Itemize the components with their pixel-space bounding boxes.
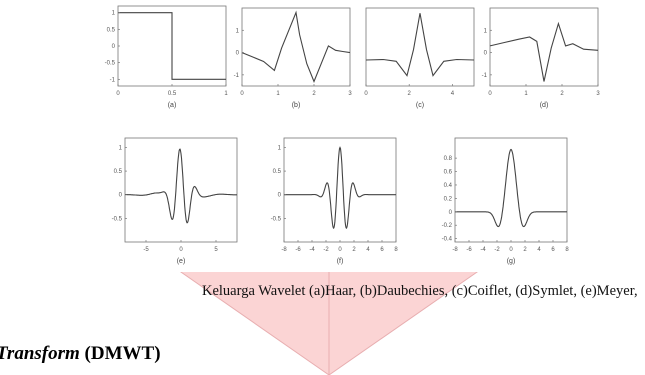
- x-tick-label-3-2: 4: [451, 91, 455, 97]
- subplot-label-5: (e): [177, 258, 186, 265]
- y-tick-label-4-2: -1: [482, 73, 488, 79]
- x-tick-label-7-5: 2: [523, 247, 527, 253]
- y-tick-label-2-2: -1: [234, 73, 240, 79]
- x-tick-label-3-0: 0: [364, 91, 368, 97]
- x-tick-label-4-0: 0: [488, 91, 492, 97]
- y-tick-label-7-5: -0.2: [442, 223, 453, 229]
- x-tick-label-6-4: 0: [338, 247, 342, 253]
- x-tick-label-6-6: 4: [366, 247, 370, 253]
- subplot-label-6: (f): [337, 258, 344, 265]
- y-tick-label-7-2: 0.4: [444, 183, 453, 189]
- plot-frame-2: [241, 7, 351, 87]
- x-tick-label-7-4: 0: [509, 247, 513, 253]
- plot-frame-3: [365, 7, 475, 87]
- x-tick-label-7-6: 4: [537, 247, 541, 253]
- x-tick-label-5-2: 5: [214, 247, 218, 253]
- x-tick-label-1-0: 0: [116, 91, 120, 97]
- y-tick-label-7-3: 0.2: [444, 196, 453, 202]
- wavelet-figure: 0 0.5 1 1 0.5 0 -0.5 -1 (a) 0 1 2 3 1 0 -1 (b) 0 2 4 (c) 0 1 2 3…: [92, 0, 605, 272]
- y-tick-label-1-2: 0: [112, 44, 116, 50]
- x-tick-label-6-8: 8: [394, 247, 398, 253]
- wavelet-plots: 0 0.5 1 1 0.5 0 -0.5 -1 (a) 0 1 2 3 1 0 -1 (b) 0 2 4 (c) 0 1 2 3…: [105, 5, 600, 265]
- y-tick-label-6-2: 0: [278, 193, 282, 199]
- wavelet-curve-1: [118, 12, 226, 80]
- y-tick-label-5-0: 1: [119, 145, 123, 151]
- y-tick-label-2-1: 0: [236, 51, 240, 57]
- subplot-label-7: (g): [507, 258, 516, 265]
- x-tick-label-2-1: 1: [276, 91, 280, 97]
- x-tick-label-7-0: -8: [452, 247, 458, 253]
- y-tick-label-1-1: 0.5: [107, 27, 116, 33]
- subplot-label-4: (d): [540, 102, 549, 109]
- y-tick-label-1-4: -1: [110, 77, 116, 83]
- y-tick-label-4-0: 1: [484, 28, 488, 34]
- wavelet-curve-5: [125, 148, 237, 224]
- y-tick-label-2-0: 1: [236, 28, 240, 34]
- section-heading: t Transform (DMWT): [0, 343, 161, 365]
- subplot-label-3: (c): [416, 102, 424, 109]
- x-tick-label-6-3: -2: [323, 247, 329, 253]
- x-tick-label-7-7: 6: [551, 247, 555, 253]
- y-tick-label-6-3: -0.5: [271, 216, 282, 222]
- subplot-label-2: (b): [292, 102, 301, 109]
- y-tick-label-7-6: -0.4: [442, 237, 453, 243]
- x-tick-label-7-3: -2: [494, 247, 500, 253]
- x-tick-label-4-3: 3: [596, 91, 600, 97]
- x-tick-label-1-2: 1: [224, 91, 228, 97]
- x-tick-label-6-1: -6: [295, 247, 301, 253]
- y-tick-label-7-0: 0.8: [444, 156, 453, 162]
- x-tick-label-6-2: -4: [309, 247, 315, 253]
- x-tick-label-7-2: -4: [480, 247, 486, 253]
- plot-frame-6: [283, 137, 397, 243]
- x-tick-label-4-2: 2: [560, 91, 564, 97]
- x-tick-label-2-0: 0: [240, 91, 244, 97]
- y-tick-label-5-1: 0.5: [114, 169, 123, 175]
- subplot-label-1: (a): [168, 102, 177, 109]
- y-tick-label-5-2: 0: [119, 193, 123, 199]
- plot-frame-4: [489, 7, 599, 87]
- x-tick-label-5-0: -5: [143, 247, 149, 253]
- heading-italic: t Transform: [0, 343, 80, 364]
- x-tick-label-2-2: 2: [312, 91, 316, 97]
- y-tick-label-6-0: 1: [278, 145, 282, 151]
- wavelet-curve-7: [455, 148, 567, 228]
- x-tick-label-2-3: 3: [348, 91, 352, 97]
- x-tick-label-6-7: 6: [380, 247, 384, 253]
- y-tick-label-7-4: 0: [449, 210, 453, 216]
- y-tick-label-6-1: 0.5: [273, 169, 282, 175]
- x-tick-label-4-1: 1: [524, 91, 528, 97]
- x-tick-label-7-1: -6: [466, 247, 472, 253]
- y-tick-label-4-1: 0: [484, 51, 488, 57]
- y-tick-label-7-1: 0.6: [444, 170, 453, 176]
- y-tick-label-1-3: -0.5: [105, 61, 116, 67]
- wavelet-curve-4: [489, 21, 599, 82]
- plot-frame-7: [454, 137, 568, 243]
- y-tick-label-5-3: -0.5: [112, 216, 123, 222]
- x-tick-label-6-5: 2: [352, 247, 356, 253]
- x-tick-label-3-1: 2: [408, 91, 412, 97]
- x-tick-label-5-1: 0: [179, 247, 183, 253]
- x-tick-label-6-0: -8: [281, 247, 287, 253]
- x-tick-label-1-1: 0.5: [168, 91, 177, 97]
- wavelet-curve-6: [284, 146, 396, 229]
- wavelet-curve-2: [241, 10, 351, 83]
- heading-bold: (DMWT): [79, 343, 161, 364]
- wavelet-curve-3: [365, 13, 475, 77]
- x-tick-label-7-8: 8: [565, 247, 569, 253]
- figure-caption: Keluarga Wavelet (a)Haar, (b)Daubechies,…: [202, 283, 638, 299]
- y-tick-label-1-0: 1: [112, 11, 116, 17]
